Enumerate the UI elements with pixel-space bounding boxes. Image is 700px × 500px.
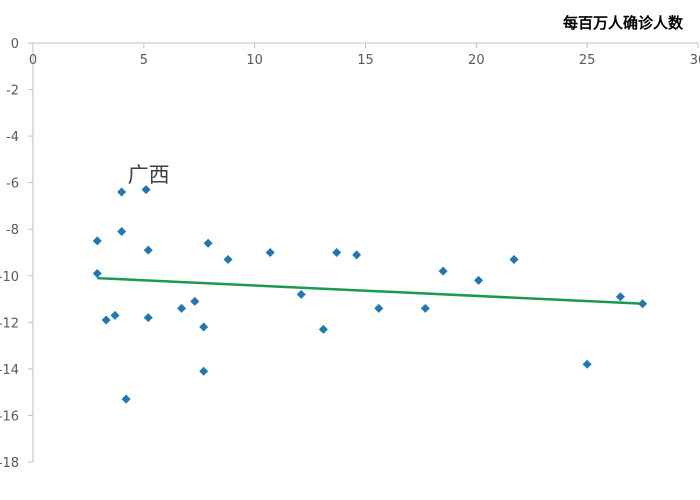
- data-point: [509, 254, 519, 264]
- axes: 0 5 10 15 20 25 30 0 -2 -4 -6 -8 -10 -12 -14 -16 -18: [0, 37, 700, 471]
- data-point: [92, 236, 102, 246]
- y-tick-label: -16: [0, 409, 19, 424]
- x-tick-label: 30: [690, 53, 700, 68]
- data-point: [223, 254, 233, 264]
- data-point: [265, 248, 275, 257]
- data-point: [199, 366, 209, 376]
- data-point: [420, 303, 430, 313]
- y-tick-label: -6: [6, 177, 19, 192]
- data-point: [203, 238, 213, 248]
- data-point: [101, 315, 111, 325]
- y-tick-label: -14: [0, 363, 19, 378]
- data-point: [190, 296, 200, 306]
- data-point: [332, 248, 342, 257]
- x-axis-label: 每百万人确诊人数: [563, 14, 684, 32]
- y-tick-label: -2: [6, 84, 19, 99]
- data-point: [121, 394, 131, 404]
- data-point: [352, 250, 362, 260]
- y-tick-label: -10: [0, 270, 19, 285]
- data-point: [92, 268, 102, 278]
- data-point: [438, 266, 448, 276]
- data-point: [143, 313, 153, 323]
- x-tick-label: 20: [468, 53, 485, 68]
- y-tick-label: -8: [6, 223, 19, 238]
- data-point: [374, 303, 384, 313]
- y-tick-label: -4: [6, 130, 19, 145]
- y-tick-label: -12: [0, 316, 19, 331]
- data-point: [318, 324, 328, 334]
- data-point: [143, 245, 153, 255]
- annotation-label: 广西: [128, 163, 170, 187]
- x-tick-label: 0: [29, 53, 37, 68]
- data-point: [117, 187, 127, 197]
- x-tick-label: 5: [140, 53, 148, 68]
- data-point: [615, 292, 625, 302]
- y-tick-label: 0: [11, 37, 19, 52]
- data-point: [177, 303, 187, 313]
- x-tick-label: 10: [246, 53, 263, 68]
- data-point: [296, 289, 306, 299]
- trendline: [97, 276, 643, 305]
- data-point: [199, 322, 209, 332]
- x-tick-label: 15: [357, 53, 374, 68]
- points-layer: [92, 185, 648, 404]
- labels-layer: 广西: [128, 163, 170, 187]
- y-tick-label: -18: [0, 456, 19, 471]
- data-point: [117, 227, 127, 237]
- data-point: [638, 299, 648, 309]
- data-point: [474, 275, 484, 285]
- trendline-layer: [97, 276, 643, 305]
- data-point: [582, 359, 592, 369]
- data-point: [141, 185, 151, 195]
- x-tick-label: 25: [579, 53, 596, 68]
- data-point: [110, 310, 120, 320]
